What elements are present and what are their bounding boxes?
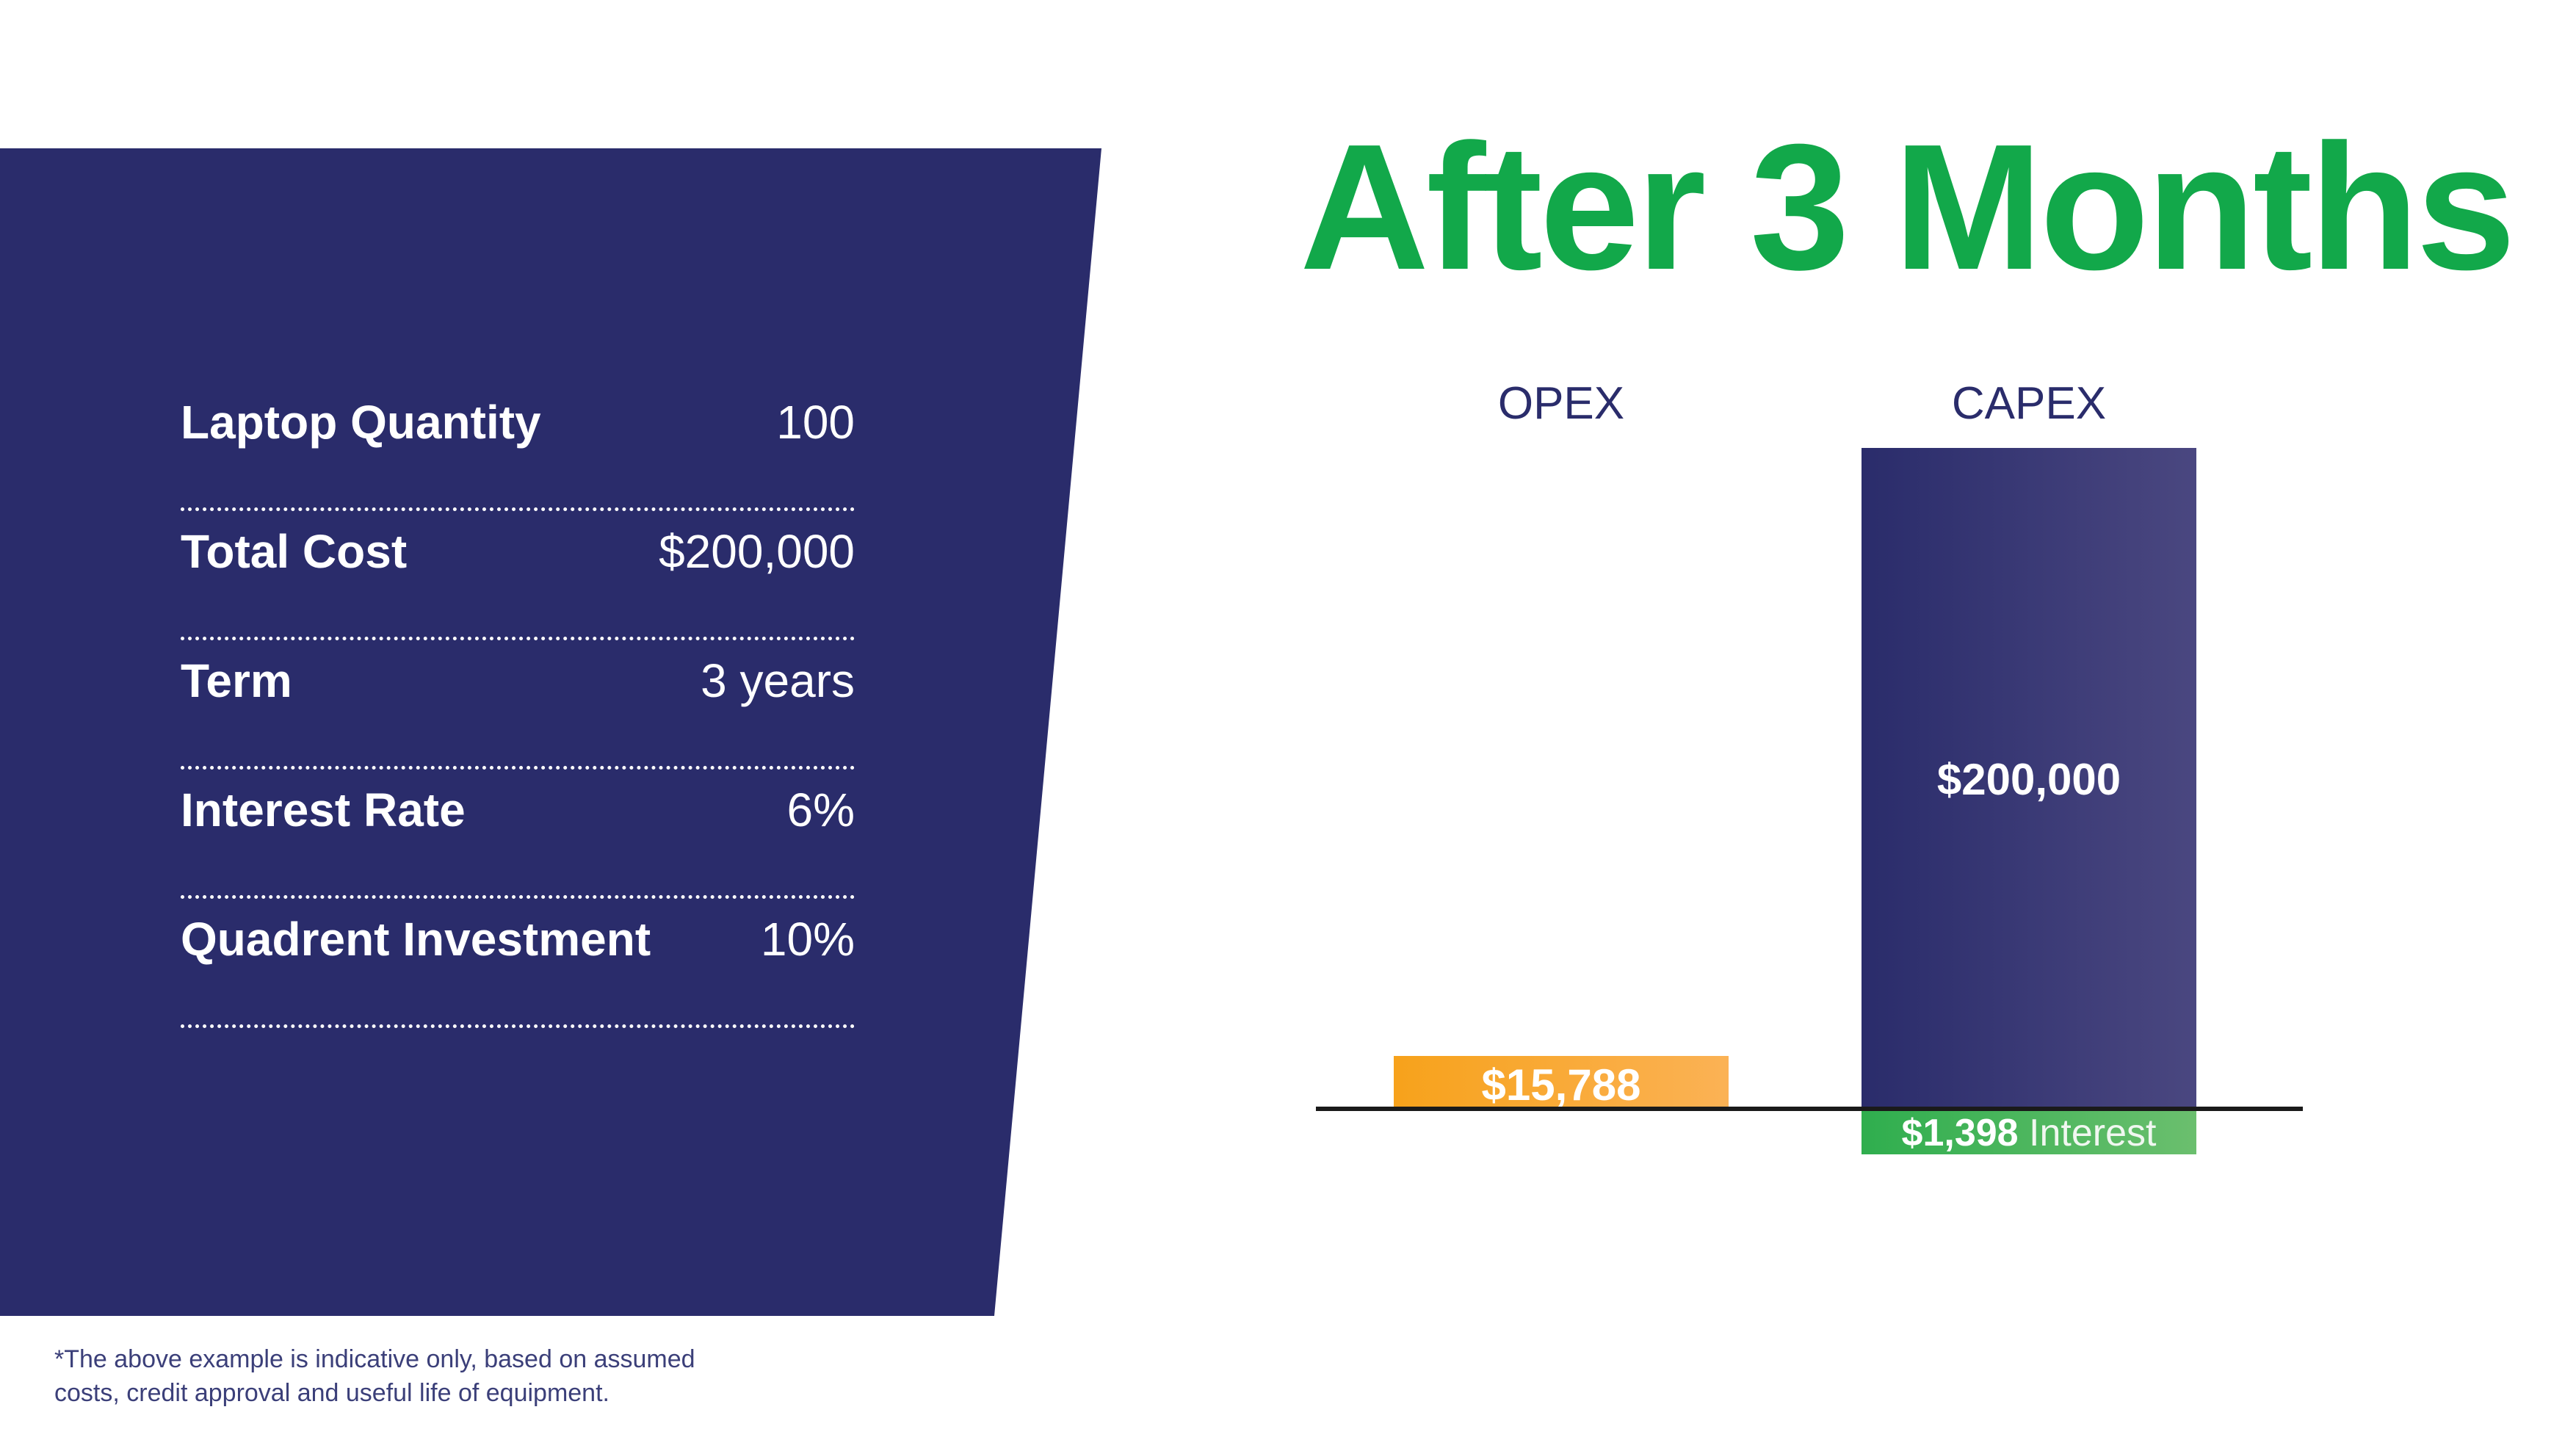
spec-row: Laptop Quantity 100 [181,382,855,511]
bar-capex [1862,448,2196,1109]
spec-row: Term 3 years [181,640,855,770]
spec-label: Interest Rate [181,784,466,836]
spec-label: Term [181,654,292,707]
data-label-opex: $15,788 [1482,1060,1641,1110]
disclaimer-footnote: *The above example is indicative only, b… [54,1342,759,1410]
spec-value: 10% [760,913,855,966]
spec-label: Total Cost [181,525,408,578]
footnote-line-2: costs, credit approval and useful life o… [54,1379,609,1407]
bar-opex [1394,1056,1729,1109]
interest-segment [1862,1109,2196,1154]
spec-label: Quadrent Investment [181,913,651,966]
specs-list: Laptop Quantity 100 Total Cost $200,000 Term… [181,382,855,1028]
interest-label: $1,398 Interest [1902,1112,2157,1154]
category-label-capex: CAPEX [1952,378,2106,429]
spec-value: $200,000 [659,525,855,578]
footnote-line-1: *The above example is indicative only, b… [54,1345,695,1373]
spec-row: Interest Rate 6% [181,770,855,899]
interest-suffix: Interest [2019,1112,2157,1154]
interest-amount: $1,398 [1902,1112,2019,1154]
panel-shape [0,148,1101,1316]
category-label-opex: OPEX [1498,378,1624,429]
spec-value: 3 years [701,654,855,707]
spec-row: Total Cost $200,000 [181,511,855,640]
page-title: After 3 Months [1300,106,2516,307]
spec-value: 100 [776,396,855,449]
spec-value: 6% [786,784,855,836]
spec-row: Quadrent Investment 10% [181,899,855,1028]
data-label-capex: $200,000 [1937,755,2121,804]
spec-label: Laptop Quantity [181,396,541,449]
